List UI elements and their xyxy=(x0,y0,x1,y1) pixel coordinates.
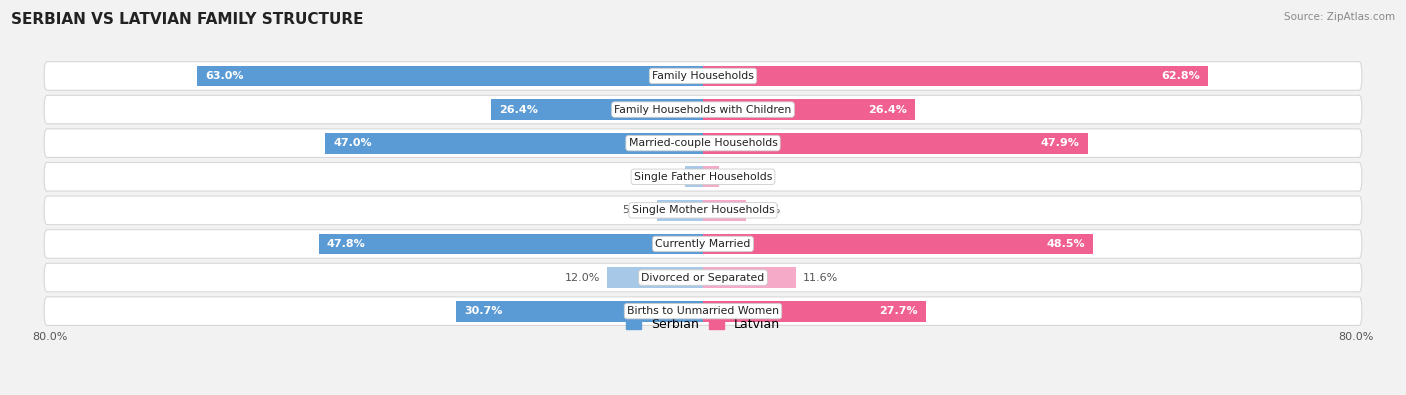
Text: 47.0%: 47.0% xyxy=(333,138,373,148)
FancyBboxPatch shape xyxy=(44,62,1362,90)
Text: 5.3%: 5.3% xyxy=(752,205,780,215)
Text: Source: ZipAtlas.com: Source: ZipAtlas.com xyxy=(1284,12,1395,22)
Text: 63.0%: 63.0% xyxy=(205,71,243,81)
Bar xyxy=(703,233,1092,254)
Text: 47.8%: 47.8% xyxy=(328,239,366,249)
Bar xyxy=(703,166,718,187)
Bar xyxy=(703,267,796,288)
Bar xyxy=(325,133,703,154)
Bar xyxy=(685,166,703,187)
Text: Currently Married: Currently Married xyxy=(655,239,751,249)
Text: 5.7%: 5.7% xyxy=(623,205,651,215)
Bar xyxy=(319,233,703,254)
Bar xyxy=(606,267,703,288)
FancyBboxPatch shape xyxy=(44,129,1362,158)
Text: 62.8%: 62.8% xyxy=(1161,71,1199,81)
Text: 27.7%: 27.7% xyxy=(879,306,918,316)
Bar xyxy=(703,301,925,322)
Text: 47.9%: 47.9% xyxy=(1040,138,1080,148)
Text: 11.6%: 11.6% xyxy=(803,273,838,282)
Text: 80.0%: 80.0% xyxy=(32,332,67,342)
Text: 80.0%: 80.0% xyxy=(1339,332,1374,342)
Text: 26.4%: 26.4% xyxy=(499,105,538,115)
Bar xyxy=(491,99,703,120)
FancyBboxPatch shape xyxy=(44,196,1362,225)
Bar xyxy=(703,99,915,120)
Bar xyxy=(703,66,1208,87)
Text: Births to Unmarried Women: Births to Unmarried Women xyxy=(627,306,779,316)
Legend: Serbian, Latvian: Serbian, Latvian xyxy=(621,313,785,337)
Text: Single Father Households: Single Father Households xyxy=(634,172,772,182)
Text: 48.5%: 48.5% xyxy=(1046,239,1084,249)
FancyBboxPatch shape xyxy=(44,297,1362,325)
Text: Divorced or Separated: Divorced or Separated xyxy=(641,273,765,282)
Text: 26.4%: 26.4% xyxy=(868,105,907,115)
Text: 30.7%: 30.7% xyxy=(464,306,503,316)
Bar xyxy=(457,301,703,322)
Text: Single Mother Households: Single Mother Households xyxy=(631,205,775,215)
Text: 2.0%: 2.0% xyxy=(725,172,754,182)
Text: SERBIAN VS LATVIAN FAMILY STRUCTURE: SERBIAN VS LATVIAN FAMILY STRUCTURE xyxy=(11,12,364,27)
Text: Family Households with Children: Family Households with Children xyxy=(614,105,792,115)
Text: 12.0%: 12.0% xyxy=(565,273,600,282)
Text: Family Households: Family Households xyxy=(652,71,754,81)
Bar xyxy=(657,200,703,221)
FancyBboxPatch shape xyxy=(44,263,1362,292)
Bar xyxy=(703,200,745,221)
Text: Married-couple Households: Married-couple Households xyxy=(628,138,778,148)
Bar xyxy=(197,66,703,87)
Bar xyxy=(703,133,1088,154)
FancyBboxPatch shape xyxy=(44,95,1362,124)
Text: 2.2%: 2.2% xyxy=(651,172,679,182)
FancyBboxPatch shape xyxy=(44,162,1362,191)
FancyBboxPatch shape xyxy=(44,229,1362,258)
